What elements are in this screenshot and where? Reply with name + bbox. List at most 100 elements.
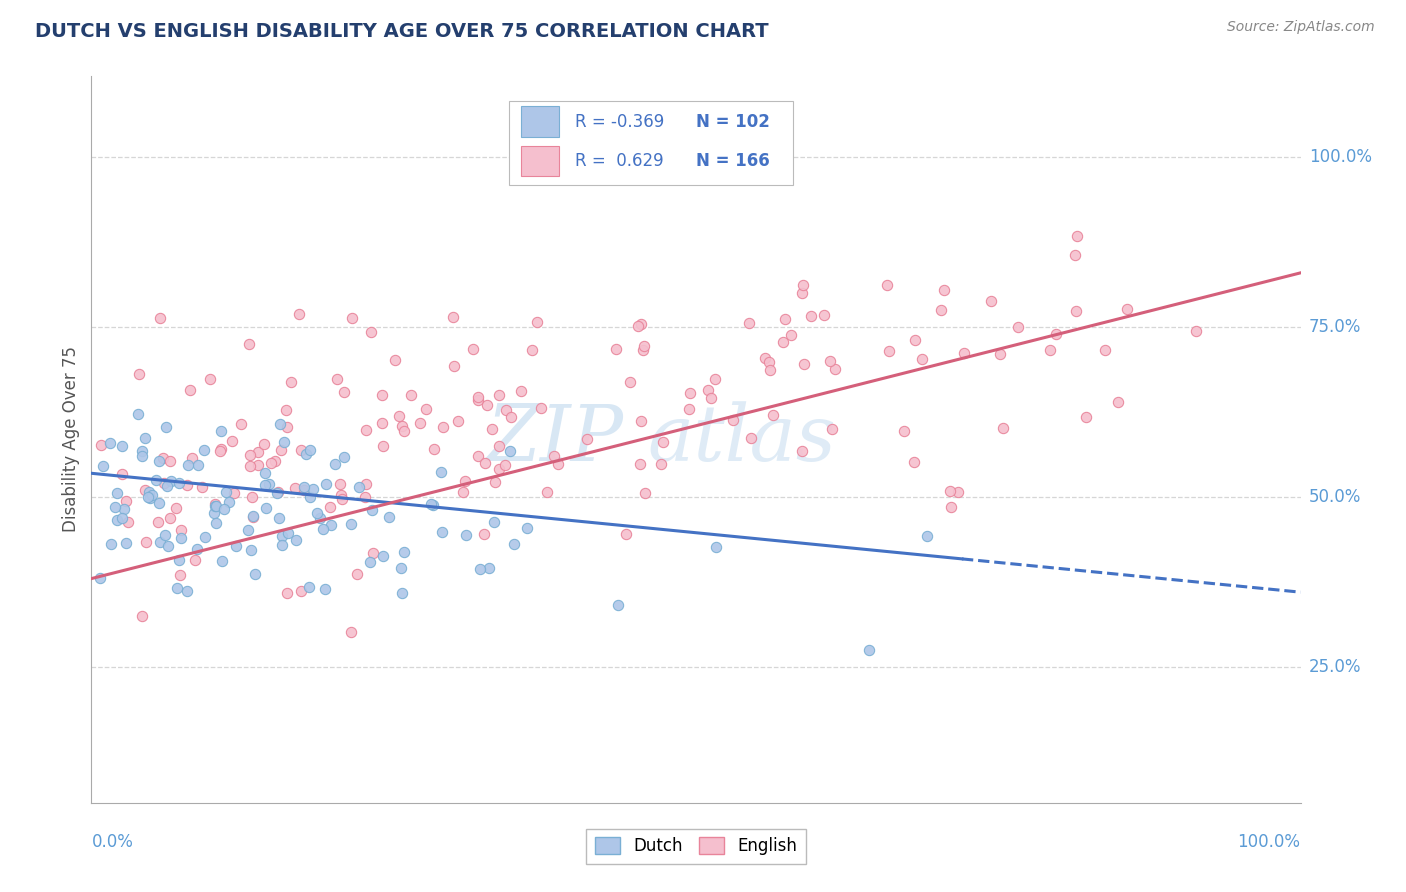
Point (307, 506, 329, 520)
Point (946, 485, 969, 500)
Point (145, 473, 167, 487)
Point (208, 444, 231, 458)
Point (432, 420, 454, 434)
Point (939, 500, 962, 514)
Point (267, 510, 290, 524)
Point (218, 495, 240, 509)
Point (191, 480, 214, 494)
Point (354, 477, 377, 491)
Point (339, 516, 361, 531)
Point (679, 386, 702, 401)
Point (186, 541, 208, 556)
Point (177, 458, 200, 472)
Point (779, 328, 801, 343)
Point (254, 467, 277, 481)
Point (117, 515, 139, 529)
Point (276, 586, 298, 600)
Point (105, 486, 128, 500)
Point (277, 526, 299, 541)
Point (876, 278, 898, 293)
Point (287, 307, 309, 321)
Point (333, 384, 356, 399)
Point (131, 443, 153, 458)
Point (319, 500, 342, 514)
Point (481, 422, 503, 436)
Point (149, 535, 172, 549)
Point (522, 343, 544, 357)
Point (606, 598, 628, 612)
Point (761, 408, 783, 422)
Point (723, 413, 745, 427)
Point (254, 501, 277, 516)
Point (340, 310, 363, 325)
Point (170, 531, 193, 545)
Point (430, 465, 453, 479)
Point (488, 439, 510, 453)
Point (253, 478, 276, 492)
Point (911, 352, 934, 367)
Point (138, 491, 160, 505)
Point (347, 480, 370, 494)
Point (494, 458, 516, 473)
Point (422, 498, 444, 512)
Point (1039, 343, 1062, 358)
Point (202, 507, 225, 521)
Point (1064, 248, 1087, 262)
Point (467, 390, 489, 404)
Point (530, 401, 553, 415)
Point (793, 358, 815, 372)
Point (323, 458, 346, 472)
Point (932, 283, 955, 297)
Point (270, 442, 292, 457)
Point (758, 362, 780, 376)
Point (160, 474, 183, 488)
Point (141, 488, 163, 502)
Point (451, 484, 474, 499)
Point (678, 401, 700, 416)
Point (371, 549, 394, 564)
Point (242, 510, 264, 524)
Point (231, 417, 253, 431)
Point (536, 484, 558, 499)
Point (149, 310, 172, 325)
Point (269, 417, 291, 431)
Point (758, 355, 780, 369)
Point (299, 443, 322, 458)
Point (650, 458, 672, 472)
Point (389, 560, 412, 574)
Point (204, 516, 226, 531)
Point (315, 476, 337, 491)
Point (257, 477, 280, 491)
Point (858, 643, 880, 657)
Point (290, 584, 312, 599)
Point (204, 500, 226, 514)
Point (790, 444, 813, 458)
Point (499, 443, 522, 458)
Text: ZIP: ZIP (486, 401, 623, 477)
Point (131, 608, 153, 623)
Point (114, 536, 136, 550)
Point (276, 419, 298, 434)
Point (468, 562, 491, 576)
Point (239, 448, 262, 462)
Point (456, 528, 478, 542)
Text: R = -0.369: R = -0.369 (575, 112, 664, 130)
FancyBboxPatch shape (509, 102, 793, 185)
Point (754, 351, 776, 366)
Point (399, 387, 422, 401)
Point (821, 422, 844, 436)
Point (169, 475, 191, 490)
Point (332, 450, 354, 465)
Point (696, 384, 718, 398)
Point (89, 571, 111, 585)
Point (547, 457, 569, 471)
Point (170, 524, 193, 538)
Point (461, 342, 484, 356)
Point (1107, 395, 1129, 409)
Point (704, 540, 727, 554)
Point (447, 414, 470, 428)
Point (238, 336, 260, 351)
Text: R =  0.629: R = 0.629 (575, 152, 664, 169)
FancyBboxPatch shape (520, 106, 560, 136)
Text: DUTCH VS ENGLISH DISABILITY AGE OVER 75 CORRELATION CHART: DUTCH VS ENGLISH DISABILITY AGE OVER 75 … (35, 22, 769, 41)
